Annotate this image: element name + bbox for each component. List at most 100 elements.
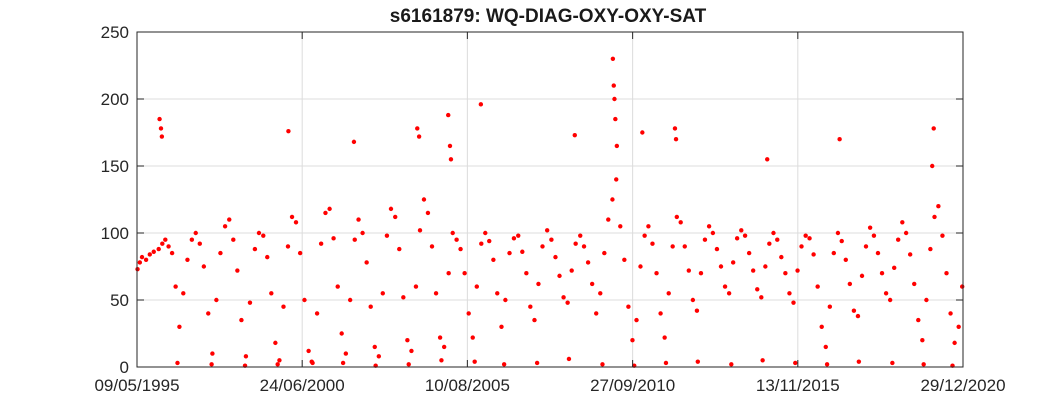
data-point — [678, 220, 683, 225]
data-point — [760, 358, 765, 363]
data-point — [364, 260, 369, 265]
data-point — [413, 284, 419, 289]
data-point — [289, 214, 295, 220]
data-point — [446, 271, 451, 276]
data-point — [662, 335, 667, 340]
data-point — [340, 360, 346, 366]
data-point — [606, 217, 611, 222]
data-point — [722, 284, 728, 289]
data-point — [920, 338, 925, 343]
data-point — [214, 297, 219, 303]
data-point — [791, 300, 796, 305]
data-point — [441, 344, 447, 350]
data-point — [429, 244, 435, 249]
data-point — [293, 220, 299, 225]
data-point — [425, 210, 431, 216]
data-point — [718, 264, 724, 269]
data-point — [807, 236, 812, 241]
data-point — [654, 271, 659, 276]
data-point — [166, 244, 171, 249]
data-point — [598, 291, 603, 296]
axis-ticks — [136, 31, 964, 368]
data-point — [672, 126, 678, 131]
data-point — [177, 324, 182, 329]
data-point — [561, 295, 566, 300]
data-point — [779, 254, 784, 260]
data-point — [302, 297, 307, 303]
grid-lines — [136, 31, 964, 368]
data-point — [327, 206, 332, 212]
data-point — [824, 362, 830, 367]
plot-frame — [136, 31, 964, 368]
data-point — [156, 246, 161, 252]
data-point — [277, 358, 282, 363]
data-point — [734, 236, 740, 241]
data-point — [503, 297, 508, 303]
data-point — [376, 354, 382, 359]
data-point — [907, 252, 913, 257]
data-point — [158, 126, 164, 131]
data-point — [495, 291, 500, 296]
data-point — [499, 324, 504, 329]
data-point — [536, 281, 541, 287]
data-point — [175, 360, 180, 366]
data-point — [209, 362, 214, 367]
data-point — [417, 228, 423, 233]
data-point — [851, 308, 857, 313]
data-point — [686, 268, 692, 273]
data-point — [147, 252, 152, 257]
data-point — [446, 112, 451, 118]
data-point — [767, 241, 772, 246]
data-point — [887, 297, 893, 303]
data-point — [553, 254, 558, 260]
data-point — [610, 56, 616, 61]
data-point — [454, 237, 459, 242]
data-point — [819, 324, 824, 329]
data-point — [663, 360, 669, 366]
y-tick-label: 0 — [120, 358, 129, 377]
data-point — [397, 246, 402, 252]
data-point — [879, 271, 885, 276]
data-point — [573, 241, 578, 246]
data-point — [928, 246, 933, 252]
data-point — [297, 250, 303, 256]
data-point — [759, 295, 764, 300]
data-point — [405, 338, 410, 343]
data-point — [210, 351, 215, 356]
data-point — [372, 344, 377, 350]
data-point — [875, 250, 881, 256]
data-point — [787, 291, 792, 296]
data-points — [135, 56, 965, 368]
data-point — [835, 230, 841, 236]
data-point — [384, 233, 390, 238]
data-point — [952, 340, 957, 346]
data-point — [690, 297, 696, 303]
data-point — [256, 230, 262, 236]
data-point — [544, 228, 550, 233]
data-point — [524, 271, 529, 276]
data-point — [931, 126, 936, 131]
data-point — [466, 311, 471, 316]
data-point — [351, 139, 357, 145]
data-point — [222, 224, 228, 229]
data-point — [516, 233, 521, 238]
data-point — [670, 244, 675, 249]
data-point — [630, 338, 635, 343]
data-point — [610, 197, 615, 202]
data-point — [706, 224, 712, 229]
data-point — [227, 217, 232, 222]
data-point — [335, 284, 340, 289]
data-point — [393, 214, 398, 220]
data-point — [261, 233, 266, 238]
x-tick-label: 24/06/2000 — [260, 376, 345, 395]
data-point — [239, 317, 244, 323]
data-point — [602, 250, 607, 256]
data-point — [135, 266, 140, 272]
data-point — [843, 257, 848, 262]
data-point — [815, 284, 820, 289]
data-point — [252, 246, 258, 252]
data-point — [863, 244, 869, 249]
data-point — [566, 356, 572, 362]
data-point — [528, 304, 533, 309]
data-point — [892, 265, 897, 271]
